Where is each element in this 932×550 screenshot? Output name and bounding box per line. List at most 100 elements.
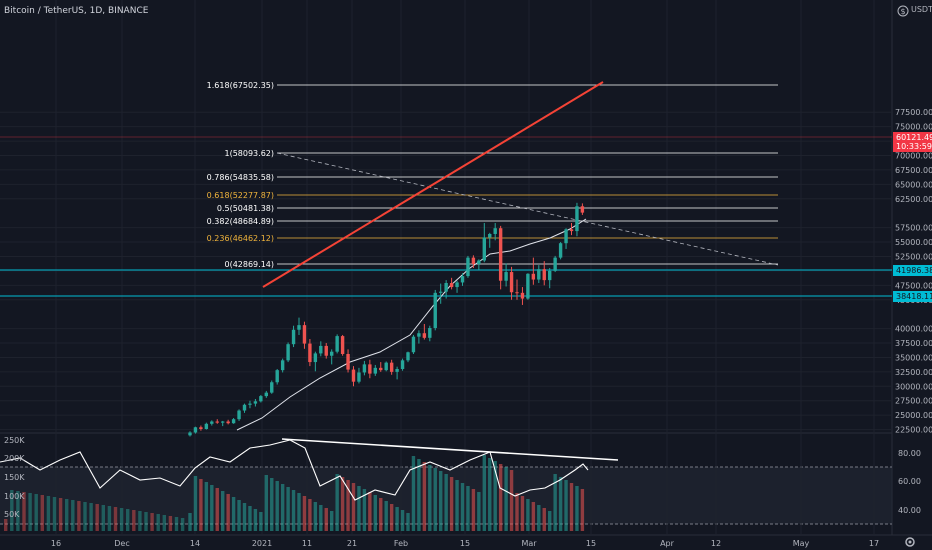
candle xyxy=(253,398,258,407)
candle xyxy=(558,242,563,260)
volume-bar xyxy=(379,498,383,531)
volume-bar xyxy=(193,476,198,531)
volume-bar xyxy=(509,470,514,531)
candle-body xyxy=(264,392,268,397)
candle xyxy=(460,273,465,286)
gear-icon[interactable] xyxy=(905,537,915,547)
upper-trendline[interactable] xyxy=(262,81,604,288)
candle xyxy=(351,366,356,387)
candle xyxy=(204,422,209,430)
time-tick-label: 21 xyxy=(347,539,357,548)
volume-bar xyxy=(302,496,307,531)
volume-bar xyxy=(168,516,173,531)
candle xyxy=(346,349,350,373)
price-tick-label: 35000.00 xyxy=(895,353,932,362)
candle xyxy=(575,202,579,237)
volume-bar xyxy=(449,477,454,531)
candle-body xyxy=(297,325,301,330)
time-tick-label: 12 xyxy=(711,539,721,548)
volume-bar xyxy=(95,504,99,531)
volume-bar xyxy=(537,505,541,531)
volume-bar xyxy=(504,467,508,531)
candle-body xyxy=(471,257,476,264)
candle xyxy=(280,358,285,373)
candle xyxy=(526,273,530,300)
candle-body xyxy=(188,432,192,436)
price-tick-label: 55000.00 xyxy=(895,238,932,247)
candle-body xyxy=(248,403,252,405)
candle xyxy=(248,400,252,409)
volume-bar xyxy=(162,515,166,531)
candle xyxy=(210,420,214,426)
volume-bar xyxy=(324,508,328,531)
candle xyxy=(471,255,476,269)
candle xyxy=(498,225,503,290)
time-tick-label: Dec xyxy=(114,539,129,548)
candle xyxy=(515,279,519,300)
volume-bar xyxy=(22,492,26,531)
candle-body xyxy=(319,345,323,354)
candle xyxy=(242,403,247,413)
candle-body xyxy=(417,333,421,337)
volume-tick-label: 150K xyxy=(4,473,25,482)
candle xyxy=(406,351,410,363)
price-tick-label: 30000.00 xyxy=(895,382,932,391)
time-tick-label: 16 xyxy=(51,539,61,548)
candle xyxy=(455,280,459,293)
volume-bar xyxy=(531,502,536,531)
oscillator-trendline[interactable] xyxy=(281,438,619,461)
volume-bar xyxy=(482,455,486,531)
volume-bar xyxy=(313,502,318,531)
candle xyxy=(362,360,367,376)
price-tick-label: 67500.00 xyxy=(895,166,932,175)
candle xyxy=(542,261,546,286)
fib-diagonal-dashed[interactable] xyxy=(276,152,779,266)
candle-body xyxy=(580,206,585,213)
candle xyxy=(368,359,372,379)
dollar-icon[interactable]: $ xyxy=(897,5,909,17)
candle-body xyxy=(542,269,546,281)
level-tag-upper-value: 41986.38 xyxy=(896,266,932,275)
volume-bar xyxy=(126,509,130,531)
candle-body xyxy=(389,362,394,372)
candle xyxy=(297,317,301,335)
volume-bar xyxy=(259,512,263,531)
volume-bar xyxy=(477,492,481,531)
candle-body xyxy=(466,257,470,277)
volume-bar xyxy=(330,511,334,531)
volume-bar xyxy=(308,499,312,531)
volume-bar xyxy=(389,504,394,531)
symbol-title[interactable]: Bitcoin / TetherUS, 1D, BINANCE xyxy=(4,6,149,16)
candle xyxy=(308,338,312,367)
oscillator-tick-label: 80.00 xyxy=(898,449,921,458)
candle-body xyxy=(280,360,285,371)
candle xyxy=(270,380,274,394)
price-tick-label: 47500.00 xyxy=(895,281,932,290)
candle xyxy=(466,255,470,278)
candle-body xyxy=(357,372,361,382)
fib-level-label: 0.236(46462.12) xyxy=(207,234,274,243)
candle xyxy=(389,359,394,375)
volume-bar xyxy=(226,494,230,531)
candle xyxy=(275,368,279,385)
volume-bar xyxy=(286,487,290,531)
last-price-value: 60121.49 xyxy=(896,133,932,142)
volume-bar xyxy=(144,512,148,531)
volume-bar xyxy=(319,505,323,531)
candle xyxy=(199,425,203,431)
candle xyxy=(504,263,508,287)
time-tick-label: Mar xyxy=(521,539,537,548)
volume-bar xyxy=(297,493,301,531)
volume-bar xyxy=(264,475,268,531)
volume-bar xyxy=(65,499,69,531)
volume-bar xyxy=(113,507,118,531)
volume-bar xyxy=(368,492,372,531)
volume-bar xyxy=(335,474,339,531)
candle-body xyxy=(504,272,508,281)
volume-bar xyxy=(362,489,367,531)
candle-body xyxy=(433,292,437,329)
time-tick-label: 15 xyxy=(586,539,596,548)
candle-body xyxy=(449,283,454,288)
level-tag-upper: 41986.38 xyxy=(893,265,932,276)
